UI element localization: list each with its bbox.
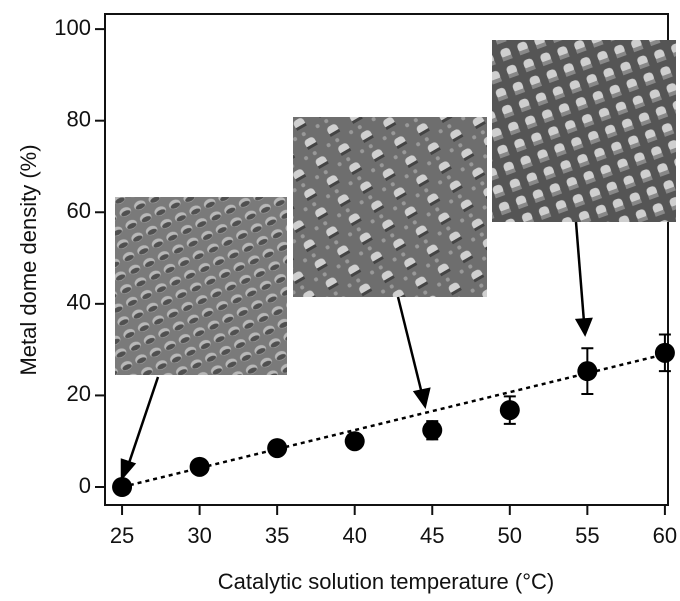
- data-point: [499, 400, 520, 421]
- y-tick-label: 40: [67, 290, 91, 315]
- arrow-head: [412, 387, 431, 409]
- x-tick-label: 60: [653, 523, 677, 548]
- x-tick-label: 35: [265, 523, 289, 548]
- y-tick-label: 100: [54, 15, 91, 40]
- data-point: [112, 477, 133, 498]
- x-axis-label: Catalytic solution temperature (°C): [218, 569, 554, 594]
- y-tick-label: 80: [67, 107, 91, 132]
- x-tick-label: 25: [110, 523, 134, 548]
- x-tick-label: 45: [420, 523, 444, 548]
- data-point: [577, 361, 598, 382]
- data-point: [344, 431, 365, 452]
- y-tick-label: 60: [67, 198, 91, 223]
- x-tick-label: 30: [187, 523, 211, 548]
- arrow-head: [120, 458, 137, 482]
- x-tick-label: 40: [342, 523, 366, 548]
- sem-image: [492, 40, 676, 222]
- arrow: [574, 221, 586, 323]
- trend-line: [121, 353, 666, 489]
- data-point: [422, 420, 443, 441]
- sem-image: [115, 197, 287, 375]
- data-point: [267, 438, 288, 459]
- data-point: [189, 456, 210, 477]
- y-axis-label: Metal dome density (%): [16, 144, 41, 375]
- x-tick-label: 55: [575, 523, 599, 548]
- y-tick-label: 0: [79, 473, 91, 498]
- y-tick-label: 20: [67, 381, 91, 406]
- arrow: [396, 296, 424, 395]
- data-point: [654, 342, 675, 363]
- sem-insets: [115, 40, 676, 482]
- x-tick-label: 50: [498, 523, 522, 548]
- plot-frame: [104, 13, 669, 506]
- sem-image: [293, 117, 487, 297]
- arrow-head: [574, 317, 593, 337]
- arrow: [126, 376, 160, 467]
